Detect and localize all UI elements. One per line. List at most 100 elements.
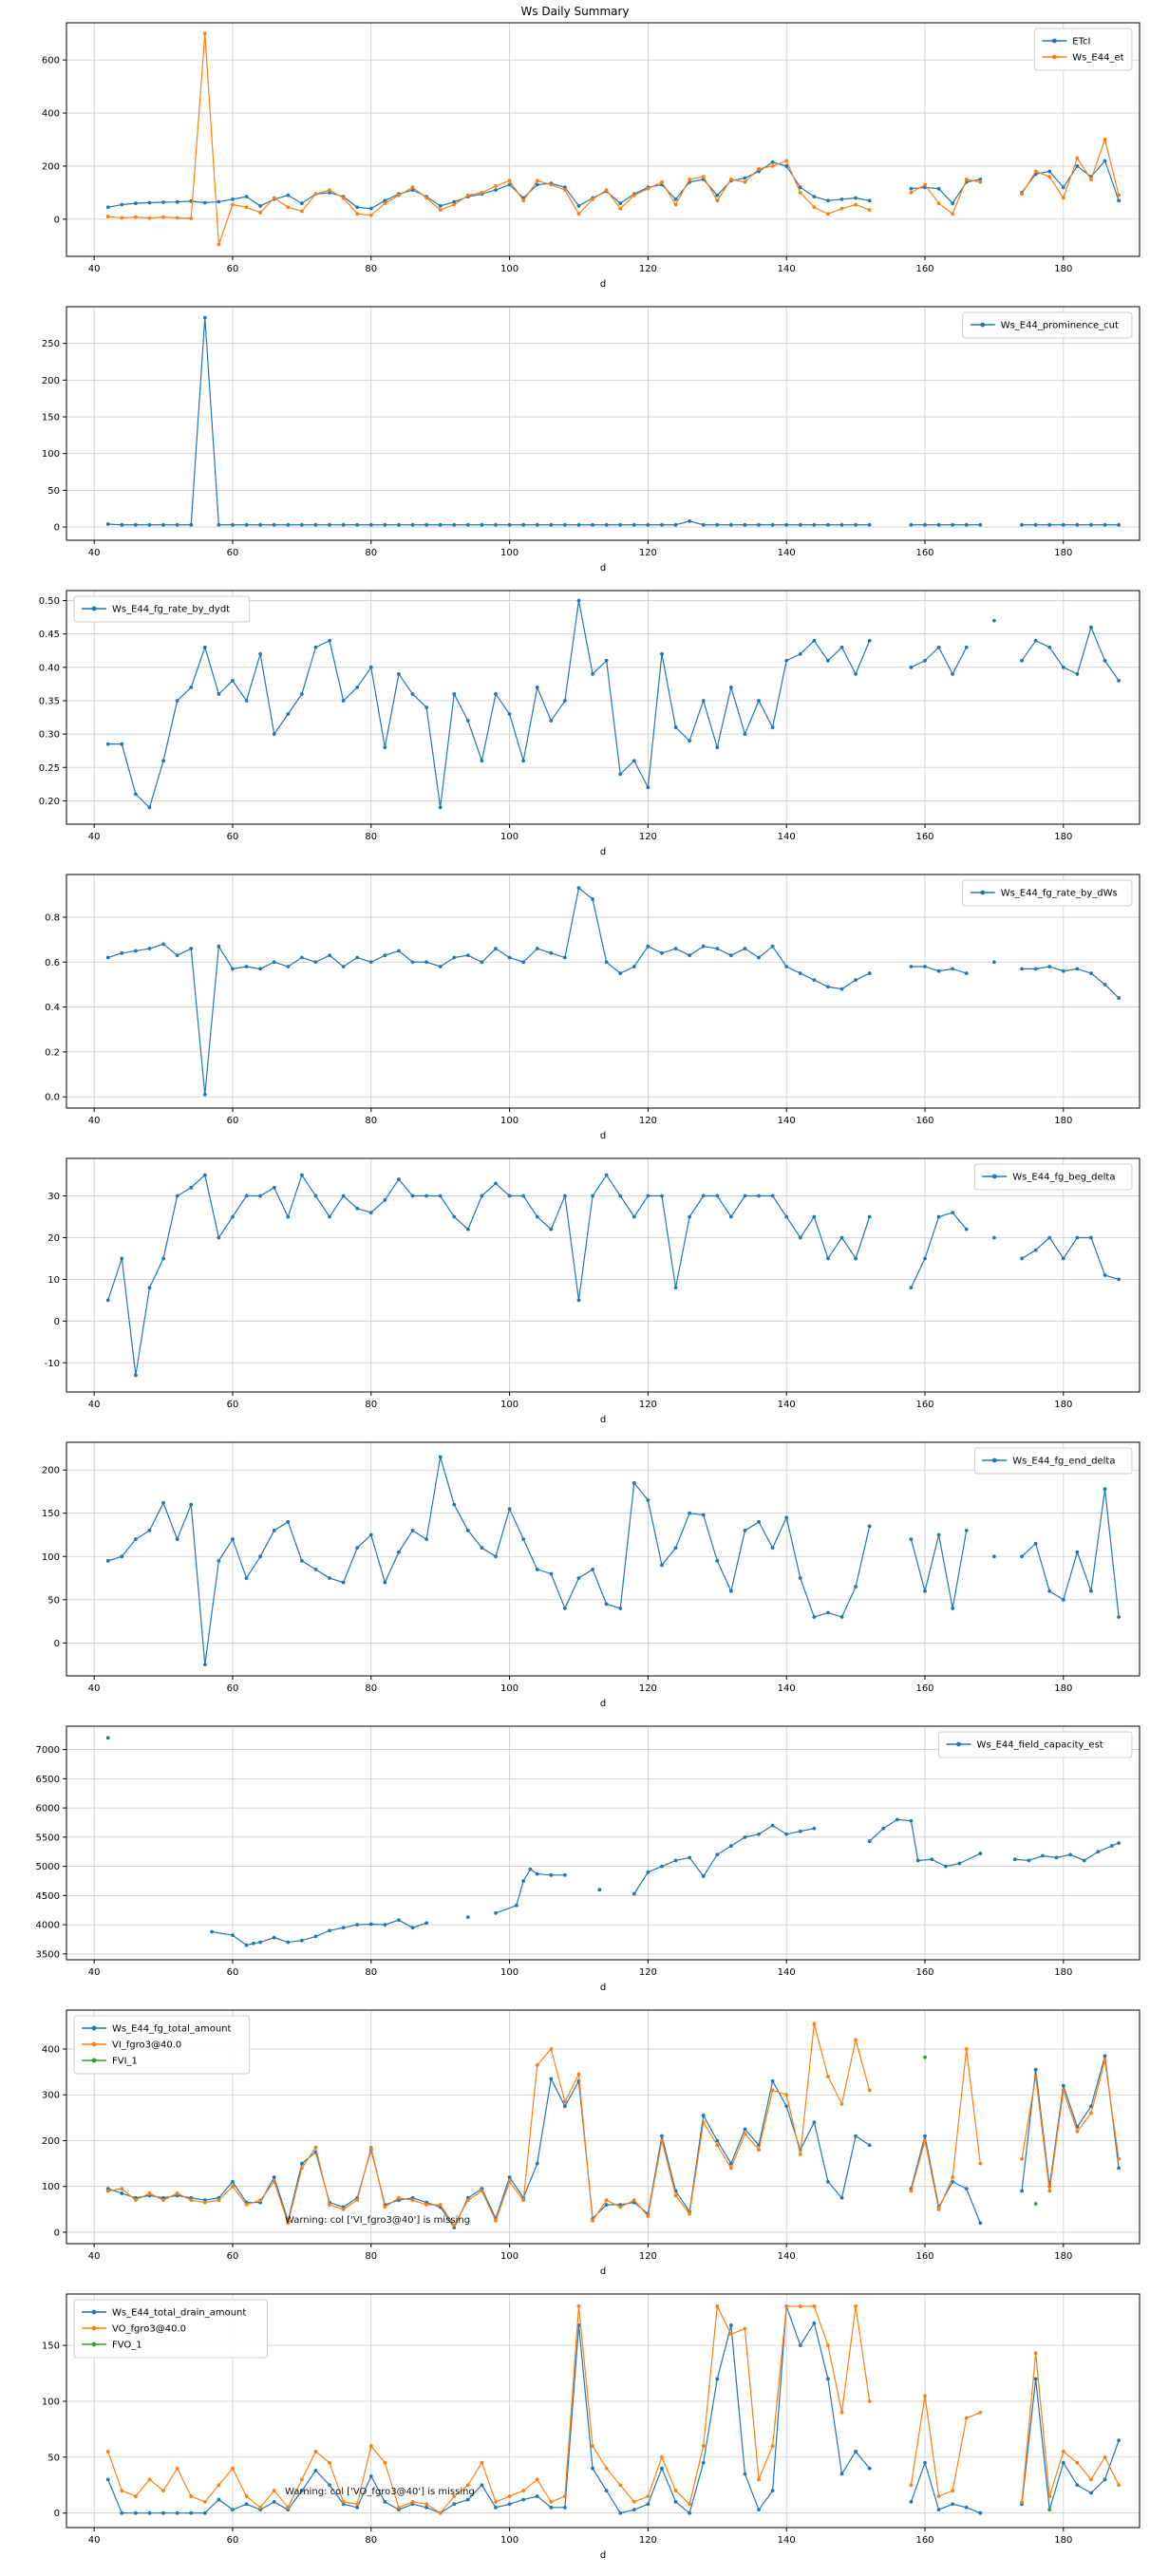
data-point bbox=[673, 725, 678, 729]
data-point bbox=[438, 203, 443, 208]
x-tick-label: 120 bbox=[639, 2535, 657, 2546]
data-point bbox=[202, 2510, 207, 2515]
data-point bbox=[688, 518, 692, 523]
data-point bbox=[660, 522, 664, 527]
legend: ETcI Ws_E44_et bbox=[1033, 28, 1133, 71]
data-point bbox=[1103, 522, 1107, 527]
data-point bbox=[549, 522, 554, 527]
data-point bbox=[383, 201, 387, 205]
data-point bbox=[535, 2477, 539, 2482]
data-point bbox=[410, 1529, 415, 1532]
data-point bbox=[591, 671, 594, 676]
x-tick-label: 40 bbox=[88, 264, 101, 274]
legend-label: FVI_1 bbox=[112, 2057, 138, 2067]
data-point bbox=[1117, 522, 1122, 527]
tick-labels: 40 60 80 100 120 140 160 180 0 50 100 150 200 250 bbox=[42, 339, 1072, 558]
data-point bbox=[313, 1934, 318, 1939]
data-point bbox=[286, 965, 291, 968]
data-point bbox=[368, 2145, 373, 2150]
data-point bbox=[383, 2205, 387, 2209]
data-point bbox=[258, 967, 263, 971]
data-point bbox=[1061, 2083, 1065, 2088]
y-tick-label: 150 bbox=[42, 413, 60, 423]
data-point bbox=[632, 1480, 636, 1485]
data-point bbox=[701, 699, 706, 703]
data-point bbox=[231, 1214, 235, 1219]
y-tick-label: 0.50 bbox=[39, 596, 60, 607]
data-point bbox=[480, 1546, 484, 1551]
data-point bbox=[867, 1839, 872, 1844]
data-point bbox=[867, 2399, 872, 2403]
data-point bbox=[728, 2166, 733, 2171]
data-point bbox=[1012, 1857, 1017, 1862]
data-point bbox=[175, 953, 179, 958]
legend: Ws_E44_fg_end_delta bbox=[973, 1447, 1133, 1475]
data-point bbox=[494, 522, 498, 527]
data-point bbox=[646, 785, 650, 790]
data-point bbox=[175, 1194, 179, 1198]
data-point bbox=[923, 182, 927, 187]
data-point bbox=[839, 645, 844, 649]
data-point bbox=[728, 686, 733, 689]
x-axis-label: d bbox=[600, 279, 606, 290]
data-point bbox=[660, 1864, 664, 1869]
data-point bbox=[826, 2179, 830, 2184]
legend-marker bbox=[91, 2025, 97, 2031]
data-point bbox=[604, 2203, 609, 2207]
y-tick-label: 20 bbox=[47, 1233, 60, 1244]
data-point bbox=[715, 2304, 720, 2308]
data-point bbox=[895, 1817, 899, 1822]
data-point bbox=[798, 522, 802, 527]
data-point bbox=[328, 2483, 331, 2488]
axes-frame bbox=[66, 22, 1141, 257]
data-point bbox=[757, 2508, 761, 2512]
data-point bbox=[465, 2198, 470, 2203]
x-tick-label: 60 bbox=[227, 1400, 239, 1410]
y-tick-label: 150 bbox=[42, 1509, 60, 1519]
data-point bbox=[1061, 185, 1065, 190]
data-point bbox=[812, 522, 817, 527]
data-point bbox=[1033, 2377, 1038, 2381]
data-point bbox=[978, 2161, 983, 2166]
data-point bbox=[231, 967, 235, 971]
data-point bbox=[202, 315, 207, 320]
data-point bbox=[535, 182, 539, 187]
data-point bbox=[1103, 1273, 1107, 1277]
data-point bbox=[397, 949, 401, 953]
data-point bbox=[299, 209, 304, 214]
data-point bbox=[688, 2211, 692, 2216]
data-point bbox=[438, 522, 443, 527]
data-point bbox=[258, 1554, 263, 1559]
data-point bbox=[936, 2207, 941, 2211]
data-point bbox=[258, 651, 263, 656]
x-tick-label: 140 bbox=[778, 264, 796, 274]
data-point bbox=[383, 2500, 387, 2504]
data-point bbox=[341, 965, 346, 968]
data-point bbox=[507, 2179, 512, 2184]
data-point bbox=[549, 1571, 554, 1576]
data-point bbox=[189, 2494, 194, 2498]
figure-title: Ws Daily Summary bbox=[520, 5, 630, 18]
data-point bbox=[383, 1923, 387, 1927]
data-point bbox=[231, 2179, 235, 2184]
data-point bbox=[936, 2494, 941, 2498]
data-point bbox=[798, 651, 802, 656]
data-point bbox=[272, 2489, 276, 2493]
data-point bbox=[701, 2444, 706, 2448]
data-point bbox=[798, 1235, 802, 1240]
data-point bbox=[1117, 1277, 1122, 1282]
data-point bbox=[688, 1511, 692, 1515]
data-point bbox=[978, 522, 983, 527]
data-point bbox=[867, 208, 872, 212]
data-point bbox=[1103, 1487, 1107, 1492]
legend-label: Ws_E44_fg_rate_by_dWs bbox=[1001, 889, 1118, 899]
data-point bbox=[244, 965, 249, 968]
legend-marker bbox=[980, 890, 986, 895]
data-point bbox=[452, 2223, 457, 2228]
data-point bbox=[507, 182, 512, 187]
data-point bbox=[258, 1940, 263, 1945]
data-point bbox=[646, 1194, 650, 1198]
data-point bbox=[341, 2207, 346, 2211]
data-point bbox=[964, 2047, 969, 2051]
x-tick-label: 160 bbox=[915, 1683, 933, 1694]
